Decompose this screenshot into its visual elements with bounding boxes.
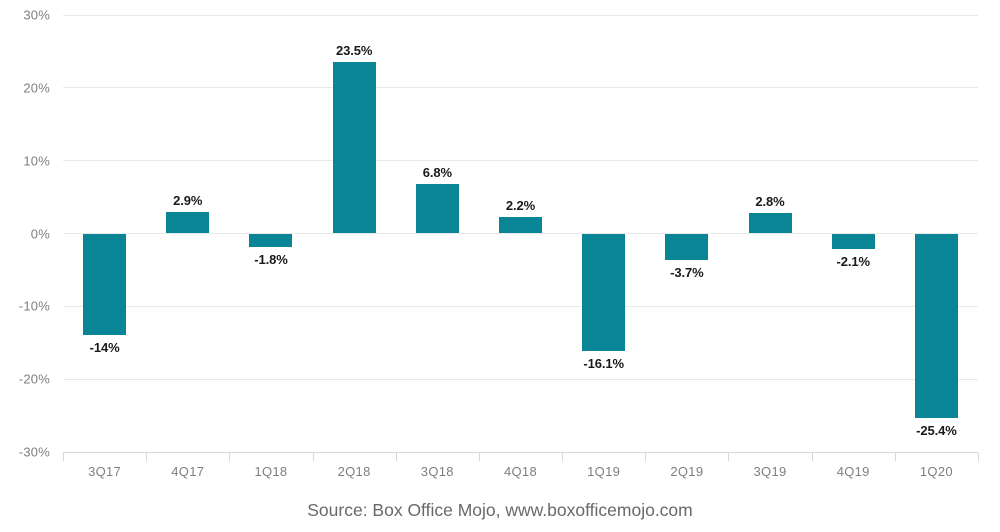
bar-value-label: 23.5% xyxy=(335,43,373,59)
y-axis-tick-label: -10% xyxy=(18,298,50,314)
x-axis-category-label: 1Q18 xyxy=(254,464,288,479)
gridline xyxy=(63,233,978,234)
x-axis-category-label: 2Q19 xyxy=(670,464,704,479)
bar-value-label: -14% xyxy=(89,340,120,356)
gridline xyxy=(63,378,978,380)
bar-1q18 xyxy=(249,233,293,247)
bar-3q18 xyxy=(415,183,459,234)
bar-4q19 xyxy=(831,233,875,249)
bar-value-label: 2.9% xyxy=(173,193,203,209)
bar-2q18 xyxy=(332,62,376,234)
x-axis-category-label: 4Q18 xyxy=(503,464,537,479)
x-axis-category-label: 3Q17 xyxy=(88,464,122,479)
y-axis-tick-label: -20% xyxy=(18,371,50,387)
bar-value-label: -25.4% xyxy=(916,423,957,439)
bar-value-label: 6.8% xyxy=(422,164,452,180)
x-axis-category-label: 2Q18 xyxy=(337,464,371,479)
y-axis-tick-label: 30% xyxy=(23,7,50,23)
x-axis-category-label: 4Q17 xyxy=(171,464,205,479)
x-axis-tick-mark xyxy=(645,452,647,461)
bar-3q17 xyxy=(83,233,127,336)
bar-value-label: -3.7% xyxy=(670,265,704,281)
bar-value-label: -16.1% xyxy=(583,355,624,371)
gridline xyxy=(63,160,978,162)
x-axis-tick-mark xyxy=(312,452,314,461)
bar-value-label: 2.2% xyxy=(505,198,536,214)
x-axis-tick-mark xyxy=(978,452,979,461)
x-axis-tick-mark xyxy=(894,452,896,461)
y-axis-tick-label: 20% xyxy=(23,80,50,96)
x-axis-tick-mark xyxy=(562,452,564,461)
x-axis-tick-mark xyxy=(728,452,730,461)
source-caption: Source: Box Office Mojo, www.boxofficemo… xyxy=(307,500,693,520)
bar-2q19 xyxy=(665,233,709,261)
bar-4q17 xyxy=(166,212,210,234)
x-axis-category-label: 3Q18 xyxy=(420,464,454,479)
bar-value-label: 2.8% xyxy=(755,194,785,210)
x-axis-tick-mark xyxy=(478,452,480,461)
gridline xyxy=(63,305,978,307)
y-axis-tick-label: 0% xyxy=(30,226,50,241)
x-axis-tick-mark xyxy=(395,452,397,461)
x-axis-line xyxy=(63,451,978,453)
x-axis-tick-mark xyxy=(146,452,148,461)
bar-value-label: -2.1% xyxy=(836,253,870,269)
gridline xyxy=(63,87,978,89)
x-axis-category-label: 1Q19 xyxy=(587,464,621,479)
x-axis-category-label: 3Q19 xyxy=(753,464,787,479)
y-axis-tick-label: -30% xyxy=(18,444,50,460)
bar-value-label: -1.8% xyxy=(254,251,288,267)
bar-1q19 xyxy=(582,233,626,351)
gridline xyxy=(63,14,978,16)
x-axis-tick-mark xyxy=(63,452,64,461)
x-axis-category-label: 1Q20 xyxy=(919,464,953,479)
x-axis-tick-mark xyxy=(811,452,813,461)
x-axis-tick-mark xyxy=(229,452,231,461)
bar-3q19 xyxy=(748,213,792,234)
bar-4q18 xyxy=(499,217,542,234)
y-axis-tick-label: 10% xyxy=(23,153,50,169)
x-axis-category-label: 4Q19 xyxy=(836,464,870,479)
bar-1q20 xyxy=(914,233,958,419)
